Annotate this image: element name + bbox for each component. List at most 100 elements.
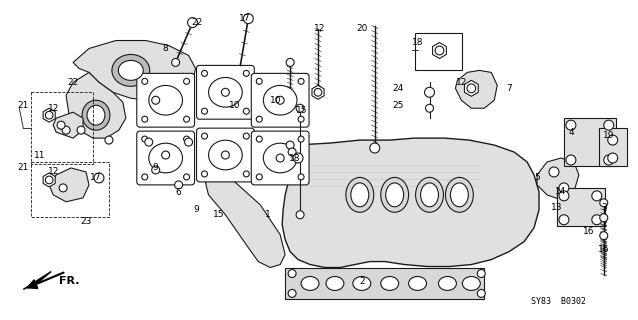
Circle shape bbox=[152, 166, 160, 174]
Circle shape bbox=[276, 96, 284, 104]
Bar bbox=[557, 188, 605, 226]
Polygon shape bbox=[537, 158, 579, 200]
Circle shape bbox=[142, 78, 148, 84]
Bar bbox=[599, 128, 627, 166]
Circle shape bbox=[77, 126, 85, 134]
Circle shape bbox=[288, 148, 296, 156]
Text: 15: 15 bbox=[296, 106, 308, 115]
Circle shape bbox=[477, 289, 486, 297]
Circle shape bbox=[298, 136, 304, 142]
Polygon shape bbox=[433, 43, 447, 59]
Ellipse shape bbox=[209, 77, 242, 107]
Text: 17: 17 bbox=[90, 173, 101, 182]
Circle shape bbox=[608, 153, 618, 163]
Text: 24: 24 bbox=[392, 84, 403, 93]
Polygon shape bbox=[205, 175, 285, 268]
Ellipse shape bbox=[112, 54, 150, 86]
Text: 9: 9 bbox=[194, 205, 200, 214]
Circle shape bbox=[559, 215, 569, 225]
Circle shape bbox=[256, 136, 262, 142]
FancyBboxPatch shape bbox=[251, 73, 309, 127]
Circle shape bbox=[221, 88, 230, 96]
Bar bbox=[31, 92, 93, 164]
Ellipse shape bbox=[450, 183, 468, 207]
Polygon shape bbox=[43, 108, 56, 122]
Circle shape bbox=[298, 116, 304, 122]
Circle shape bbox=[184, 174, 189, 180]
Text: 18: 18 bbox=[290, 154, 301, 163]
Text: 12: 12 bbox=[315, 24, 325, 33]
Circle shape bbox=[145, 138, 152, 146]
Circle shape bbox=[314, 88, 322, 96]
Circle shape bbox=[161, 151, 170, 159]
Circle shape bbox=[559, 183, 569, 193]
Circle shape bbox=[184, 116, 189, 122]
Text: SY83  B0302: SY83 B0302 bbox=[531, 297, 586, 306]
Circle shape bbox=[549, 167, 559, 177]
Circle shape bbox=[256, 116, 262, 122]
Text: 3: 3 bbox=[601, 203, 607, 212]
Ellipse shape bbox=[87, 105, 105, 125]
Polygon shape bbox=[73, 41, 195, 100]
Ellipse shape bbox=[445, 177, 473, 212]
Circle shape bbox=[256, 78, 262, 84]
Polygon shape bbox=[464, 80, 478, 96]
Circle shape bbox=[175, 181, 182, 189]
Text: 13: 13 bbox=[551, 203, 563, 212]
Circle shape bbox=[202, 108, 207, 114]
Circle shape bbox=[184, 138, 193, 146]
Circle shape bbox=[243, 108, 249, 114]
Circle shape bbox=[604, 155, 614, 165]
Circle shape bbox=[105, 136, 113, 144]
Circle shape bbox=[370, 143, 380, 153]
Ellipse shape bbox=[415, 177, 443, 212]
Text: 10: 10 bbox=[271, 96, 282, 105]
Circle shape bbox=[467, 84, 476, 93]
Circle shape bbox=[243, 171, 249, 177]
FancyBboxPatch shape bbox=[251, 131, 309, 185]
Ellipse shape bbox=[149, 85, 182, 115]
Text: 12: 12 bbox=[47, 104, 59, 113]
Circle shape bbox=[57, 121, 65, 129]
Circle shape bbox=[172, 59, 180, 67]
Circle shape bbox=[62, 126, 70, 134]
Text: 12: 12 bbox=[47, 167, 59, 176]
Bar bbox=[564, 118, 616, 166]
Circle shape bbox=[592, 191, 602, 201]
Polygon shape bbox=[456, 70, 497, 108]
Polygon shape bbox=[312, 85, 324, 99]
Circle shape bbox=[59, 184, 67, 192]
Circle shape bbox=[243, 14, 253, 24]
Ellipse shape bbox=[119, 60, 144, 80]
Text: 6: 6 bbox=[175, 188, 181, 197]
Circle shape bbox=[188, 18, 198, 28]
Polygon shape bbox=[221, 138, 539, 268]
Circle shape bbox=[243, 133, 249, 139]
Ellipse shape bbox=[408, 276, 427, 291]
Text: 4: 4 bbox=[568, 128, 574, 137]
Circle shape bbox=[604, 120, 614, 130]
Circle shape bbox=[566, 120, 576, 130]
Ellipse shape bbox=[209, 140, 242, 170]
Bar bbox=[31, 162, 109, 217]
Circle shape bbox=[221, 151, 230, 159]
Ellipse shape bbox=[149, 143, 182, 173]
Circle shape bbox=[184, 136, 189, 142]
Polygon shape bbox=[43, 173, 56, 187]
Circle shape bbox=[243, 70, 249, 76]
Text: 12: 12 bbox=[456, 78, 467, 87]
Text: 18: 18 bbox=[412, 38, 424, 47]
Ellipse shape bbox=[263, 85, 297, 115]
Text: 14: 14 bbox=[555, 188, 567, 196]
Circle shape bbox=[142, 174, 148, 180]
Text: 22: 22 bbox=[191, 18, 202, 27]
Circle shape bbox=[600, 232, 608, 240]
Polygon shape bbox=[66, 72, 126, 138]
Ellipse shape bbox=[463, 276, 480, 291]
Ellipse shape bbox=[82, 100, 110, 130]
Circle shape bbox=[296, 211, 304, 219]
Text: 8: 8 bbox=[163, 44, 168, 53]
Circle shape bbox=[256, 174, 262, 180]
FancyBboxPatch shape bbox=[197, 128, 255, 182]
Ellipse shape bbox=[381, 177, 408, 212]
